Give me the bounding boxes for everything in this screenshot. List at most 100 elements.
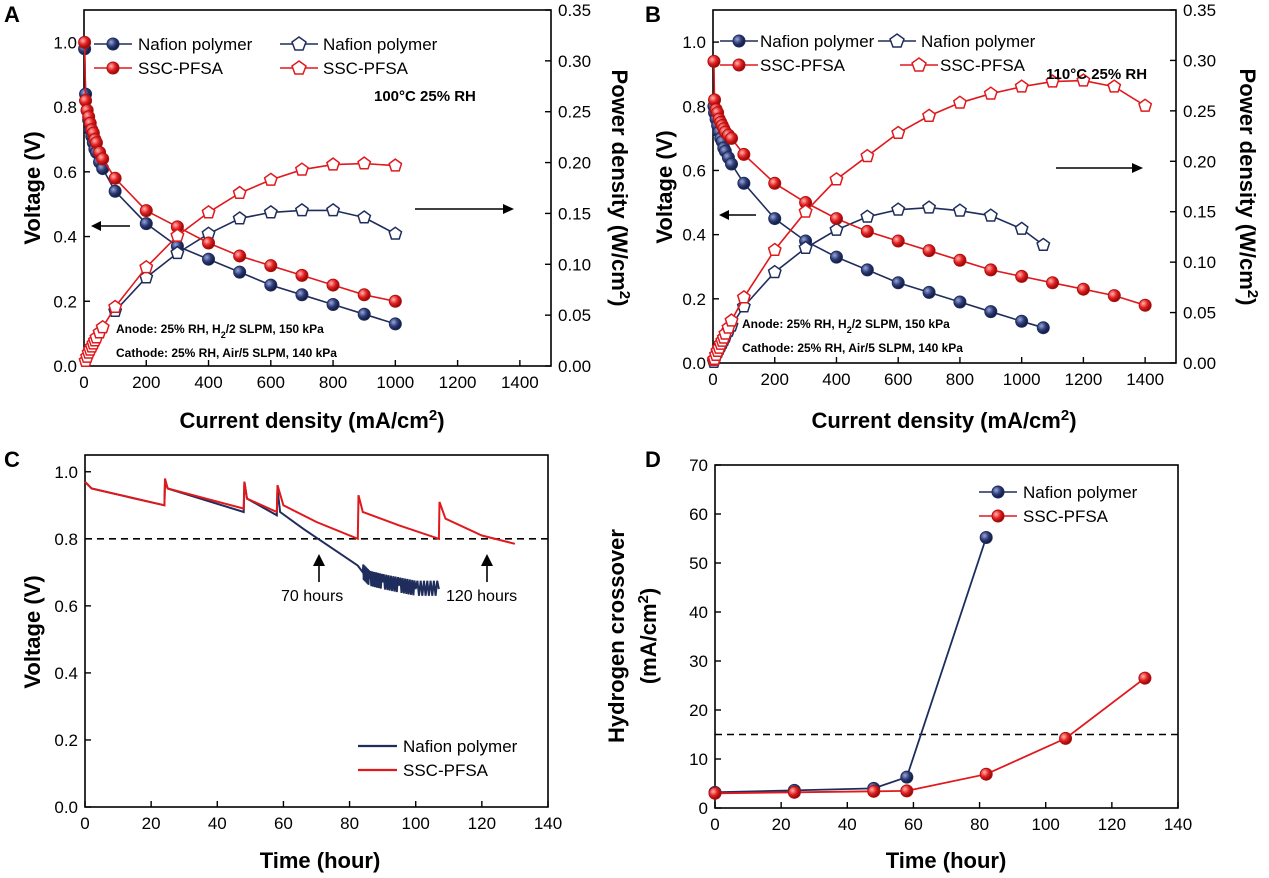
panel-a-plot-frame <box>83 9 552 367</box>
panel-b-voltage-point <box>860 224 874 238</box>
panel-b-voltage-point <box>984 263 998 277</box>
panel-d-y-tick-label: 10 <box>689 750 708 769</box>
panel-a-y2-tick-label: 0.20 <box>558 154 591 173</box>
panel-b-power-point <box>829 222 844 236</box>
panel-b-voltage-point <box>829 212 843 226</box>
panel-d-x-tick-label: 0 <box>710 815 719 834</box>
panel-c: C 0 20 40 60 80 100 120 140 0.0 0.2 0.4 0.6 0.8 1.0 V… <box>4 447 562 873</box>
panel-a-x-tick-label: 200 <box>132 373 160 392</box>
panel-a-y2-tick-label: 0.10 <box>558 255 591 274</box>
panel-a-voltage-point <box>264 278 278 292</box>
panel-d-y-tick-label: 0 <box>699 799 708 818</box>
panel-c-x-tick-label: 100 <box>402 814 430 833</box>
panel-c-x-tick-label: 120 <box>468 814 496 833</box>
panel-b-y-tick-label: 0.4 <box>682 226 706 245</box>
panel-a-voltage-point <box>233 249 247 263</box>
panel-d-letter: D <box>645 447 661 472</box>
panel-b-data <box>706 54 1153 369</box>
panel-b-x-tick-label: 1400 <box>1126 370 1164 389</box>
panel-b-x-tick-label: 1200 <box>1064 370 1102 389</box>
panel-a-power-point <box>139 259 154 274</box>
panel-c-axes: 0 20 40 60 80 100 120 140 0.0 0.2 0.4 0.6 0.8 1.0 <box>54 463 562 833</box>
panel-a-x-tick-label: 400 <box>194 373 222 392</box>
panel-a-legend-label: SSC-PFSA <box>138 59 224 78</box>
panel-a-power-point <box>232 211 247 225</box>
panel-a-power-point <box>326 202 341 217</box>
panel-c-annotation-70: 70 hours <box>281 554 343 605</box>
panel-c-x-tick-label: 40 <box>208 814 227 833</box>
panel-a-series-line <box>83 42 396 303</box>
panel-b-series-line <box>713 206 1044 363</box>
panel-b-power-point <box>983 208 998 222</box>
panel-a-ylabel-right: Power density (W/cm2) <box>607 70 634 307</box>
panel-a-power-point <box>201 204 216 219</box>
panel-c-legend: Nafion polymer SSC-PFSA <box>358 737 518 780</box>
panel-b-power-point <box>952 95 967 109</box>
panel-a-x-tick-label: 1400 <box>501 373 539 392</box>
panel-b-voltage-point <box>891 276 905 290</box>
panel-b-voltage-point <box>1036 321 1050 335</box>
panel-a-voltage-point <box>326 298 340 312</box>
panel-b-power-point <box>736 289 751 304</box>
panel-a-power-point <box>357 156 372 170</box>
panel-c-series-line <box>84 481 440 596</box>
panel-b-power-point <box>922 200 937 214</box>
panel-c-series-line <box>84 478 516 545</box>
panel-d-y-tick-label: 50 <box>689 554 708 573</box>
panel-a-condition: 100°C 25% RH <box>374 88 476 105</box>
panel-b-power-point <box>767 264 782 279</box>
panel-a-y2-tick-label: 0.25 <box>558 103 591 122</box>
panel-b-voltage-point <box>1046 276 1060 290</box>
panel-c-legend-label: Nafion polymer <box>403 737 518 756</box>
panel-a: A 0 200 400 600 800 1000 1200 14000.00.20.40.60… <box>4 1 634 433</box>
panel-a-power-point <box>170 245 185 260</box>
panel-a-data <box>78 35 403 367</box>
panel-a-voltage-point <box>78 35 92 49</box>
panel-a-y-tick-label: 0.8 <box>53 98 77 117</box>
panel-d-data-point <box>1059 731 1073 745</box>
panel-c-y-tick-label: 0.0 <box>54 798 78 817</box>
panel-b-xlabel: Current density (mA/cm2) <box>811 407 1076 434</box>
panel-c-ylabel: Voltage (V) <box>20 575 45 688</box>
panel-d-data-point <box>867 784 881 798</box>
panel-d-data-point <box>708 786 722 800</box>
panel-d-series-line <box>714 537 988 794</box>
panel-a-power-point <box>108 299 123 314</box>
panel-a-cathode-note: Cathode: 25% RH, Air/5 SLPM, 140 kPa <box>116 346 337 360</box>
panel-b-voltage-point <box>922 244 936 258</box>
panel-a-arrow-left <box>91 221 130 231</box>
panel-a-x-tick-label: 0 <box>79 373 88 392</box>
panel-b-power-point <box>891 202 906 216</box>
panel-b-power-point <box>1076 73 1091 87</box>
panel-b-power-point <box>891 125 906 140</box>
panel-d-data-point <box>979 531 993 545</box>
panel-b-x-tick-label: 400 <box>822 370 850 389</box>
panel-d-data-point <box>900 770 914 784</box>
panel-a-power-point <box>357 210 372 224</box>
panel-b-legend: Nafion polymer Nafion polymer SSC-PFSA S… <box>720 32 1036 75</box>
panel-b-voltage-point <box>829 250 843 264</box>
panel-a-y-tick-label: 1.0 <box>53 33 77 52</box>
panel-a-y-tick-label: 0.0 <box>53 357 77 376</box>
panel-b-power-point <box>983 86 998 100</box>
panel-a-voltage-point <box>295 288 309 302</box>
panel-a-power-point <box>232 185 247 200</box>
panel-b-voltage-point <box>1138 298 1152 312</box>
panel-a-y-tick-label: 0.2 <box>53 292 77 311</box>
panel-b-voltage-point <box>1107 289 1121 303</box>
panel-b-power-point <box>1107 79 1122 93</box>
panel-a-voltage-point <box>108 184 122 198</box>
panel-a-legend-label: Nafion polymer <box>138 35 253 54</box>
panel-c-x-tick-label: 140 <box>534 814 562 833</box>
panel-b-legend-label: Nafion polymer <box>760 32 875 51</box>
panel-c-y-tick-label: 1.0 <box>54 463 78 482</box>
panel-b-power-point <box>1036 237 1051 252</box>
panel-b-letter: B <box>645 2 661 27</box>
panel-b-x-tick-label: 0 <box>708 370 717 389</box>
panel-a-voltage-point <box>326 278 340 292</box>
panel-a-x-tick-label: 1000 <box>376 373 414 392</box>
panel-b-cathode-note: Cathode: 25% RH, Air/5 SLPM, 140 kPa <box>742 341 963 355</box>
panel-b-x-tick-label: 800 <box>946 370 974 389</box>
panel-b-power-point <box>1138 98 1153 112</box>
panel-b-power-point <box>724 313 739 327</box>
